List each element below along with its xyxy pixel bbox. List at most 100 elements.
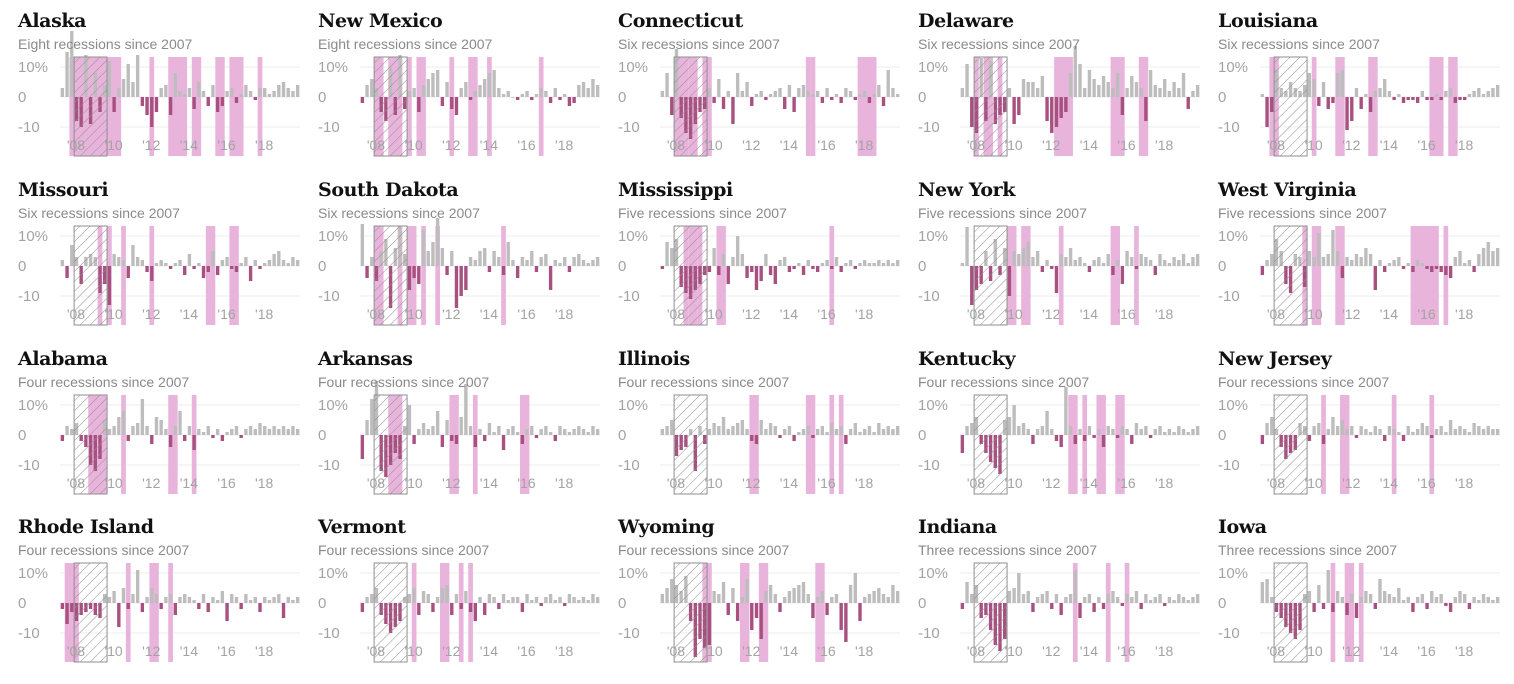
growth-bar xyxy=(581,260,586,266)
x-tick-label: '18 xyxy=(255,643,273,659)
growth-bar xyxy=(1026,429,1030,435)
recession-count-subtitle: Four recessions since 2007 xyxy=(1218,374,1390,390)
x-tick-label: '14 xyxy=(480,475,498,491)
decline-bar xyxy=(1430,97,1434,100)
x-tick-label: '10 xyxy=(1304,475,1322,491)
growth-bar xyxy=(140,399,145,435)
growth-bar xyxy=(234,426,239,435)
decline-bar xyxy=(168,435,173,447)
growth-bar xyxy=(272,426,276,435)
growth-bar xyxy=(707,429,712,435)
decline-bar xyxy=(660,266,665,269)
y-tick-label: -10 xyxy=(918,457,940,474)
growth-bar xyxy=(159,88,163,97)
decline-bar xyxy=(183,435,187,441)
growth-bar xyxy=(872,94,876,97)
growth-bar xyxy=(525,260,529,266)
national-recession-hatch xyxy=(373,225,408,326)
growth-bar xyxy=(1012,251,1016,266)
x-tick-label: '12 xyxy=(742,137,760,153)
growth-bar xyxy=(834,257,839,266)
growth-bar xyxy=(1026,82,1030,97)
decline-bar xyxy=(1312,603,1316,612)
growth-bar xyxy=(478,597,482,603)
growth-bar xyxy=(515,597,520,603)
decline-bar xyxy=(107,266,112,305)
growth-bar xyxy=(1045,260,1049,266)
growth-bar xyxy=(1097,429,1101,435)
recession-band xyxy=(805,57,811,156)
x-tick-label: '18 xyxy=(1155,643,1173,659)
x-tick-label: '18 xyxy=(855,306,873,322)
growth-bar xyxy=(1120,426,1125,435)
growth-bar xyxy=(145,426,149,435)
y-tick-label: 10% xyxy=(618,397,648,414)
growth-bar xyxy=(239,263,243,266)
decline-bar xyxy=(1411,266,1415,272)
recession-count-subtitle: Five recessions since 2007 xyxy=(918,205,1087,221)
decline-bar xyxy=(117,603,121,627)
growth-bar xyxy=(277,85,281,97)
growth-bar xyxy=(1335,426,1340,435)
decline-bar xyxy=(1383,266,1387,272)
growth-bar xyxy=(277,251,281,266)
growth-bar xyxy=(544,254,548,266)
growth-bar xyxy=(291,91,295,97)
growth-bar xyxy=(412,588,416,603)
growth-bar xyxy=(121,79,126,97)
decline-bar xyxy=(150,97,154,127)
decline-bar xyxy=(811,603,815,618)
state-name: Louisiana xyxy=(1218,10,1318,32)
recession-band xyxy=(1443,226,1449,325)
growth-bar xyxy=(1035,88,1040,97)
decline-bar xyxy=(1012,97,1016,124)
state-name: Iowa xyxy=(1218,516,1267,538)
growth-bar xyxy=(665,588,669,603)
decline-bar xyxy=(201,266,206,278)
state-name: Illinois xyxy=(618,348,690,370)
decline-bar xyxy=(183,266,187,275)
x-tick-label: '12 xyxy=(1342,475,1360,491)
decline-bar xyxy=(220,97,225,106)
growth-bar xyxy=(1167,263,1172,266)
x-tick-label: '10 xyxy=(1004,643,1022,659)
decline-bar xyxy=(745,266,749,278)
growth-bar xyxy=(1495,85,1500,97)
growth-bar xyxy=(520,94,525,97)
growth-bar xyxy=(839,426,843,435)
recession-band xyxy=(1105,563,1111,662)
growth-bar xyxy=(577,600,581,603)
growth-bar xyxy=(960,263,965,266)
decline-bar xyxy=(1345,97,1349,130)
growth-bar xyxy=(759,91,763,97)
growth-bar xyxy=(1035,251,1040,266)
growth-bar xyxy=(107,61,112,97)
x-tick-label: '14 xyxy=(1380,306,1398,322)
x-tick-label: '12 xyxy=(1042,475,1060,491)
x-tick-label: '16 xyxy=(517,137,535,153)
recession-band xyxy=(838,395,844,494)
growth-bar xyxy=(731,257,735,266)
growth-bar xyxy=(65,52,69,97)
recession-band xyxy=(440,563,450,662)
x-tick-label: '08 xyxy=(367,137,385,153)
growth-bar xyxy=(1177,260,1181,266)
recession-band xyxy=(168,563,173,662)
recession-band xyxy=(1335,226,1345,325)
decline-bar xyxy=(473,603,477,621)
recession-count-subtitle: Eight recessions since 2007 xyxy=(18,36,193,52)
growth-bar xyxy=(435,597,440,603)
growth-bar xyxy=(431,242,435,266)
x-tick-label: '16 xyxy=(1417,137,1435,153)
state-panel: 10% 0 -10 '08 '10 '12 '14 '16 '18 Mississippi Five… xyxy=(618,179,908,347)
growth-bar xyxy=(258,88,262,97)
growth-bar xyxy=(1406,263,1410,266)
growth-bar xyxy=(1326,254,1330,266)
growth-bar xyxy=(1106,426,1110,435)
x-tick-label: '16 xyxy=(1117,475,1135,491)
growth-bar xyxy=(858,432,862,435)
growth-bar xyxy=(1467,260,1472,266)
growth-bar xyxy=(1012,405,1016,435)
growth-bar xyxy=(830,423,834,435)
state-name: Connecticut xyxy=(618,10,743,32)
